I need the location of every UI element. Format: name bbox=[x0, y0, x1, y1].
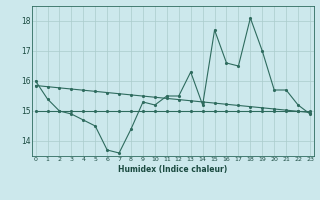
X-axis label: Humidex (Indice chaleur): Humidex (Indice chaleur) bbox=[118, 165, 228, 174]
